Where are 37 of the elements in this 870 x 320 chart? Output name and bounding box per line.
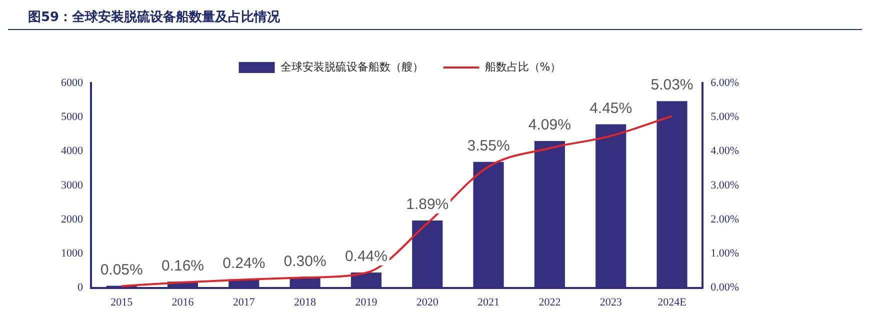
data-label: 0.05% — [100, 261, 143, 278]
y2-tick-label: 4.00% — [710, 145, 740, 158]
data-label: 1.89% — [406, 196, 449, 214]
y-tick-label: 5000 — [61, 111, 84, 124]
y-tick-label: 2000 — [61, 213, 84, 226]
y2-tick-label: 2.00% — [710, 213, 740, 226]
x-tick-label: 2024E — [658, 296, 687, 308]
x-tick-label: 2022 — [538, 296, 561, 308]
y-tick-label: 4000 — [61, 145, 84, 158]
data-label: 4.45% — [590, 100, 632, 117]
data-label: 0.16% — [161, 257, 204, 274]
data-label: 0.30% — [284, 253, 326, 270]
y2-tick-label: 1.00% — [710, 248, 740, 260]
legend-label: 船数占比（%） — [484, 60, 562, 74]
data-label: 4.09% — [528, 116, 571, 134]
y-tick-label: 1000 — [61, 248, 84, 260]
data-label: 3.55% — [467, 137, 510, 154]
y-tick-label: 6000 — [61, 76, 84, 89]
x-tick-label: 2017 — [232, 296, 256, 308]
x-tick-label: 2019 — [355, 296, 378, 308]
data-label: 0.24% — [222, 254, 266, 272]
x-tick-label: 2023 — [600, 296, 622, 308]
x-tick-label: 2020 — [416, 296, 439, 308]
chart-title: 图59：全球安装脱硫设备船数量及占比情况 — [8, 8, 862, 30]
legend-label: 全球安装脱硫设备船数（艘） — [280, 60, 424, 74]
y2-tick-label: 6.00% — [710, 76, 740, 89]
x-tick-label: 2016 — [172, 296, 194, 308]
data-label: 5.03% — [650, 76, 694, 94]
y-tick-label: 0 — [78, 282, 84, 294]
x-tick-label: 2021 — [478, 296, 500, 308]
data-label: 0.44% — [344, 248, 388, 266]
y-tick-label: 3000 — [61, 179, 84, 192]
y2-tick-label: 5.00% — [710, 111, 740, 124]
y2-tick-label: 0.00% — [710, 282, 740, 294]
x-tick-label: 2018 — [294, 296, 317, 308]
y2-tick-label: 3.00% — [710, 179, 740, 192]
x-tick-label: 2015 — [110, 296, 134, 308]
